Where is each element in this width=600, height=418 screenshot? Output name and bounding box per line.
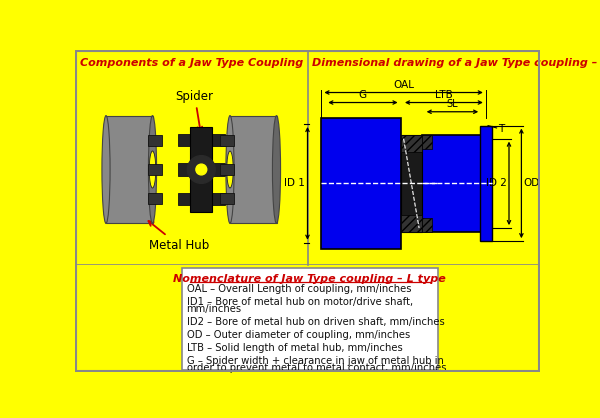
Ellipse shape xyxy=(102,116,110,223)
Bar xyxy=(401,135,422,232)
Text: ID1 – Bore of metal hub on motor/drive shaft,: ID1 – Bore of metal hub on motor/drive s… xyxy=(187,297,413,307)
Text: ID 1: ID 1 xyxy=(284,178,304,189)
Text: Dimensional drawing of a Jaw Type coupling – L Type: Dimensional drawing of a Jaw Type coupli… xyxy=(312,58,600,68)
Ellipse shape xyxy=(226,116,234,223)
Text: order to prevent metal to metal contact, mm/inches: order to prevent metal to metal contact,… xyxy=(187,363,446,373)
Bar xyxy=(148,135,162,145)
Text: OD – Outer diameter of coupling, mm/inches: OD – Outer diameter of coupling, mm/inch… xyxy=(187,330,410,340)
Bar xyxy=(76,265,539,371)
Text: OAL – Overall Length of coupling, mm/inches: OAL – Overall Length of coupling, mm/inc… xyxy=(187,284,411,294)
Ellipse shape xyxy=(149,151,156,188)
Bar xyxy=(220,164,234,175)
Circle shape xyxy=(196,164,207,175)
Text: SL: SL xyxy=(446,99,458,110)
Bar xyxy=(322,118,401,249)
Bar xyxy=(422,135,431,149)
Text: Nomenclature of Jaw Type coupling – L type: Nomenclature of Jaw Type coupling – L ty… xyxy=(173,274,446,284)
Text: Components of a Jaw Type Coupling: Components of a Jaw Type Coupling xyxy=(80,58,303,68)
Bar xyxy=(422,218,431,232)
Bar xyxy=(481,126,492,241)
Text: LTB: LTB xyxy=(435,90,453,100)
Text: LTB – Solid length of metal hub, mm/inches: LTB – Solid length of metal hub, mm/inch… xyxy=(187,343,403,353)
Text: ID 2: ID 2 xyxy=(486,178,506,189)
Bar xyxy=(178,134,224,146)
Ellipse shape xyxy=(148,116,157,223)
Bar xyxy=(148,194,162,204)
Text: G – Spider width + clearance in jaw of metal hub in: G – Spider width + clearance in jaw of m… xyxy=(187,356,443,366)
Text: G: G xyxy=(359,90,367,100)
Text: mm/inches: mm/inches xyxy=(187,304,242,314)
Text: OD: OD xyxy=(524,178,540,189)
Bar xyxy=(178,163,224,176)
Bar xyxy=(220,135,234,145)
Ellipse shape xyxy=(272,116,281,223)
Bar xyxy=(76,51,539,265)
Bar xyxy=(401,135,422,152)
Text: Spider: Spider xyxy=(176,89,214,132)
Bar xyxy=(178,193,224,205)
Text: ID2 – Bore of metal hub on driven shaft, mm/inches: ID2 – Bore of metal hub on driven shaft,… xyxy=(187,316,445,326)
Bar xyxy=(182,268,438,370)
Bar xyxy=(422,135,492,232)
Ellipse shape xyxy=(227,151,233,188)
Bar xyxy=(220,194,234,204)
Text: OAL: OAL xyxy=(393,80,414,90)
Bar xyxy=(230,116,277,223)
Bar xyxy=(106,116,152,223)
Bar xyxy=(401,215,422,232)
Text: T: T xyxy=(498,125,505,135)
Circle shape xyxy=(187,155,215,184)
Text: Metal Hub: Metal Hub xyxy=(148,221,209,252)
Bar xyxy=(190,127,212,212)
Bar xyxy=(148,164,162,175)
